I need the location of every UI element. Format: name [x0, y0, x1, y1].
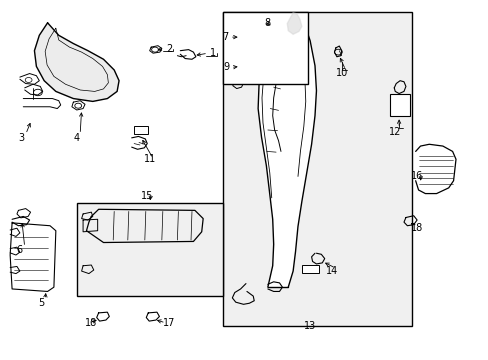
Text: 4: 4 — [74, 133, 80, 143]
Text: 17: 17 — [163, 318, 175, 328]
Text: 3: 3 — [19, 133, 25, 143]
Text: 2: 2 — [165, 44, 172, 54]
Text: 9: 9 — [223, 63, 228, 72]
Bar — [389, 94, 409, 116]
Text: 18: 18 — [410, 223, 423, 233]
Polygon shape — [10, 223, 56, 292]
Text: 18: 18 — [85, 318, 97, 328]
Text: 12: 12 — [388, 127, 401, 137]
Polygon shape — [287, 13, 301, 34]
Text: 14: 14 — [325, 266, 338, 276]
Polygon shape — [34, 23, 119, 102]
Text: 10: 10 — [335, 68, 347, 78]
Text: 13: 13 — [304, 321, 316, 332]
Polygon shape — [258, 19, 316, 287]
Text: 15: 15 — [141, 191, 153, 201]
Bar — [222, 12, 307, 84]
Text: 16: 16 — [410, 171, 423, 181]
Bar — [301, 265, 318, 273]
Bar — [222, 12, 411, 327]
Text: 5: 5 — [38, 298, 44, 308]
Text: 7: 7 — [222, 32, 228, 42]
Text: 8: 8 — [264, 18, 270, 28]
Bar — [77, 203, 222, 296]
Bar — [133, 126, 148, 134]
Text: 11: 11 — [143, 154, 156, 163]
Text: 6: 6 — [17, 245, 23, 255]
Text: 1: 1 — [209, 48, 216, 58]
